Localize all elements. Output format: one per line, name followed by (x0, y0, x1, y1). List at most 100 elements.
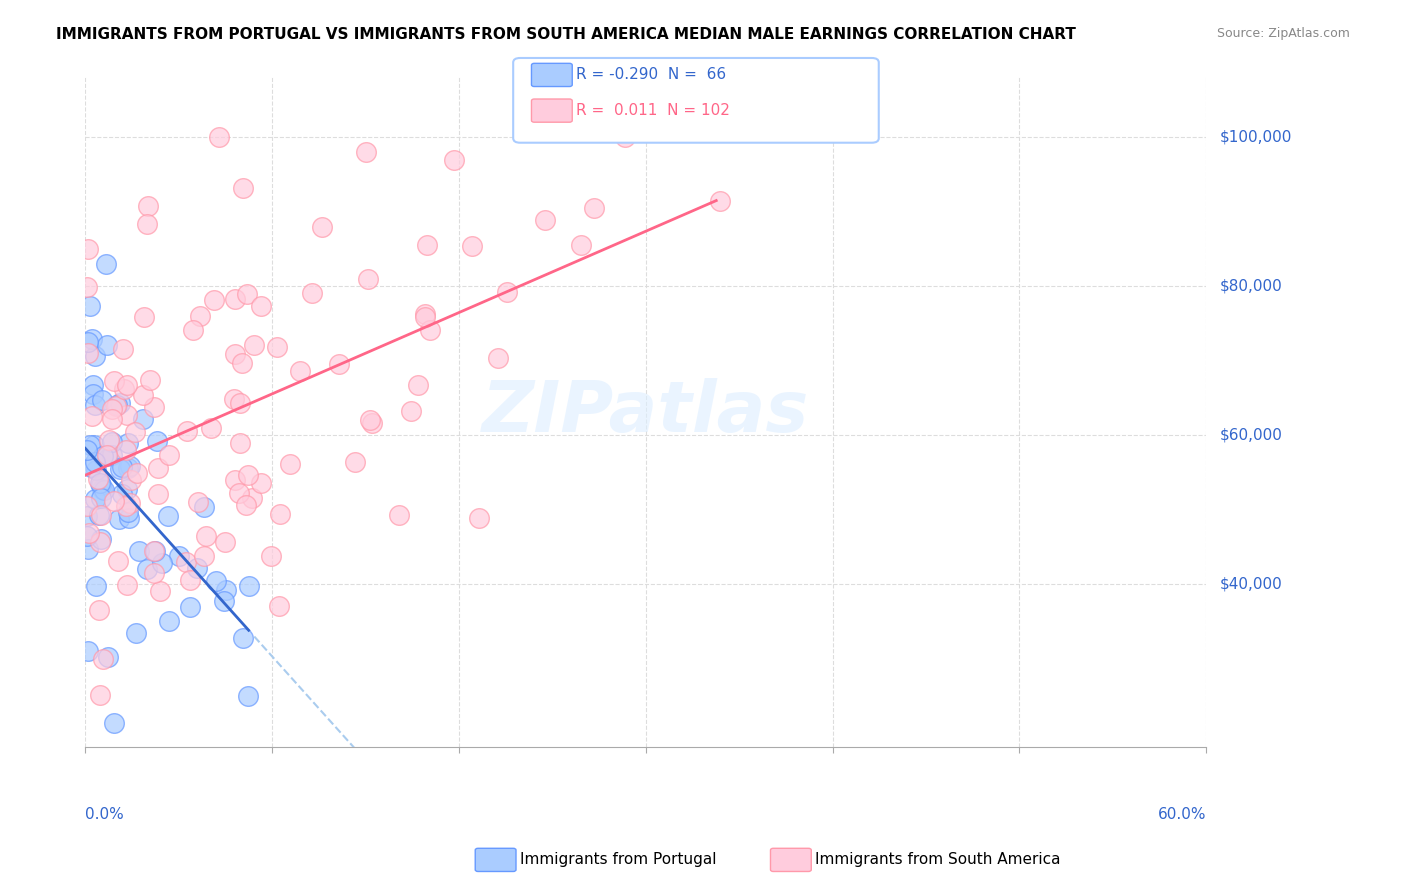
Point (97, 650, 120, 665)
Point (89, 535, 111, 549)
Point (107, 554, 129, 568)
Point (115, 578, 138, 592)
Point (193, 549, 215, 563)
Point (76, 529, 98, 543)
Point (176, 424, 198, 438)
Point (328, 357, 350, 371)
Point (84, 463, 107, 477)
Point (76, 345, 98, 359)
Point (288, 363, 311, 377)
Text: $60,000: $60,000 (1220, 427, 1284, 442)
Point (443, 153, 465, 167)
Point (136, 217, 159, 231)
Text: 60.0%: 60.0% (1157, 807, 1206, 822)
Point (117, 435, 139, 450)
Point (224, 392, 246, 406)
Point (174, 555, 197, 569)
Point (136, 199, 159, 213)
Point (84, 455, 107, 469)
Point (142, 401, 165, 415)
Point (89, 508, 111, 523)
Point (232, 632, 254, 646)
Point (208, 130, 231, 145)
Point (76, 644, 98, 658)
Point (115, 377, 138, 392)
Point (496, 285, 519, 300)
Point (117, 461, 139, 475)
Point (91, 652, 114, 666)
Point (224, 347, 246, 361)
Text: R = -0.290  N =  66: R = -0.290 N = 66 (576, 68, 727, 82)
Text: $100,000: $100,000 (1220, 129, 1292, 145)
Point (235, 287, 257, 301)
Point (406, 378, 429, 392)
Point (250, 299, 273, 313)
Point (91, 482, 114, 496)
Point (534, 212, 557, 227)
Point (82, 377, 104, 392)
Point (82, 386, 104, 401)
Point (108, 462, 131, 476)
Point (115, 442, 138, 457)
Point (301, 285, 323, 300)
Point (224, 293, 246, 307)
Point (97, 434, 120, 448)
Point (142, 544, 165, 558)
Point (83, 491, 105, 506)
Point (361, 416, 384, 430)
Point (146, 487, 169, 501)
Point (100, 401, 122, 416)
Point (111, 459, 134, 474)
Point (94, 257, 117, 271)
Point (103, 375, 125, 389)
Point (80, 459, 103, 474)
Point (108, 512, 131, 526)
Point (127, 466, 149, 480)
Point (243, 338, 266, 352)
Text: $40,000: $40,000 (1220, 576, 1282, 591)
Point (238, 689, 260, 703)
Point (77, 526, 100, 541)
Point (260, 549, 283, 564)
Point (188, 310, 211, 324)
Point (486, 351, 509, 366)
Point (105, 399, 128, 413)
Point (76, 242, 98, 256)
Point (415, 307, 437, 321)
Point (125, 626, 148, 640)
Point (614, 130, 637, 145)
Text: $80,000: $80,000 (1220, 278, 1282, 293)
Point (118, 459, 141, 474)
Point (112, 382, 135, 396)
Point (205, 574, 228, 588)
Point (269, 507, 291, 521)
Point (240, 491, 263, 505)
Point (419, 323, 441, 337)
Point (280, 457, 302, 471)
Point (200, 421, 222, 435)
Point (212, 594, 235, 608)
Point (103, 493, 125, 508)
Point (238, 579, 260, 593)
Point (156, 508, 179, 523)
Point (357, 271, 380, 285)
Point (96, 449, 118, 463)
Point (202, 293, 225, 307)
Point (138, 373, 160, 387)
Text: 0.0%: 0.0% (86, 807, 124, 822)
Point (115, 482, 138, 496)
Text: Immigrants from South America: Immigrants from South America (815, 853, 1062, 867)
Point (91, 449, 114, 463)
Text: Source: ZipAtlas.com: Source: ZipAtlas.com (1216, 27, 1350, 40)
Point (179, 599, 201, 614)
Point (229, 396, 252, 410)
Point (569, 238, 592, 252)
Point (90, 491, 112, 506)
Point (124, 425, 146, 439)
Point (79, 438, 101, 452)
Text: IMMIGRANTS FROM PORTUGAL VS IMMIGRANTS FROM SOUTH AMERICA MEDIAN MALE EARNINGS C: IMMIGRANTS FROM PORTUGAL VS IMMIGRANTS F… (56, 27, 1076, 42)
Point (77, 334, 100, 349)
Point (118, 510, 141, 524)
Text: R =  0.011  N = 102: R = 0.011 N = 102 (576, 103, 730, 118)
Point (709, 194, 731, 209)
